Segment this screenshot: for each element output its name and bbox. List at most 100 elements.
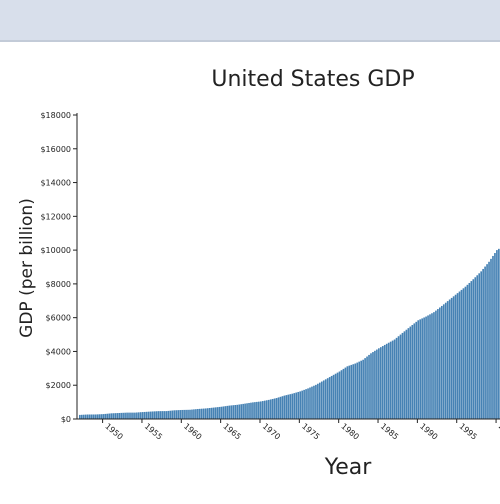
bar-1950-q1 <box>102 414 105 419</box>
bar-1997-q2 <box>474 277 477 419</box>
bar-1971-q2 <box>269 399 272 419</box>
bar-1948-q2 <box>88 414 91 419</box>
bar-1967-q3 <box>240 404 242 419</box>
bar-1992-q1 <box>433 312 435 419</box>
bars-group <box>79 248 500 419</box>
bar-1954-q3 <box>138 412 140 419</box>
bar-1979-q3 <box>334 373 337 419</box>
bar-1984-q3 <box>374 350 376 419</box>
bar-1947-q3 <box>82 414 85 419</box>
bar-1952-q4 <box>124 412 126 419</box>
bar-1962-q2 <box>199 408 201 419</box>
bar-1986-q1 <box>385 343 388 419</box>
bar-1959-q1 <box>173 410 176 419</box>
top-bar <box>0 0 500 42</box>
bar-1980-q3 <box>342 368 345 419</box>
bar-1995-q4 <box>462 288 465 419</box>
x-axis-label: Year <box>324 455 373 480</box>
bar-1976-q4 <box>313 385 315 419</box>
bar-1988-q4 <box>407 328 410 419</box>
bar-1957-q2 <box>159 411 162 419</box>
bar-1978-q1 <box>322 380 325 419</box>
bar-1950-q3 <box>106 413 109 419</box>
bar-1983-q2 <box>364 358 366 419</box>
bar-1964-q2 <box>214 407 217 419</box>
bar-1953-q3 <box>130 412 132 419</box>
bar-1952-q3 <box>122 412 124 419</box>
bar-1976-q1 <box>307 388 309 419</box>
bar-1973-q1 <box>283 395 286 419</box>
bar-1968-q2 <box>246 403 248 419</box>
bar-1959-q2 <box>175 410 178 419</box>
bar-1976-q3 <box>311 386 313 419</box>
bar-1999-q2 <box>490 258 492 419</box>
x-tick-label: 1985 <box>379 422 400 442</box>
bar-1963-q2 <box>206 408 209 419</box>
bar-1995-q2 <box>458 291 461 419</box>
bar-1974-q3 <box>295 392 298 419</box>
bar-1961-q4 <box>195 409 197 419</box>
bar-1992-q2 <box>435 310 437 419</box>
bar-1994-q4 <box>454 294 457 419</box>
bar-1987-q1 <box>393 339 396 419</box>
bar-1993-q2 <box>442 304 445 419</box>
x-tick-label: 1960 <box>182 422 203 442</box>
bar-1974-q1 <box>291 393 294 419</box>
bar-1964-q4 <box>218 406 221 419</box>
bar-1952-q1 <box>118 412 121 419</box>
gdp-bar-chart: United States GDP GDP (per billion) Year… <box>17 67 500 480</box>
bar-1951-q4 <box>116 413 119 419</box>
bar-1952-q2 <box>120 412 122 419</box>
bar-1975-q3 <box>303 389 305 419</box>
bar-1966-q4 <box>234 405 237 419</box>
bar-1981-q3 <box>350 364 353 419</box>
bar-1955-q4 <box>147 411 150 419</box>
y-tick-label: $6000 <box>46 314 71 323</box>
bar-1975-q2 <box>301 390 303 419</box>
bar-1988-q1 <box>401 332 404 419</box>
y-tick-label: $2000 <box>46 381 71 390</box>
bar-1960-q3 <box>185 409 187 419</box>
bar-1984-q1 <box>370 353 372 419</box>
bar-1976-q2 <box>309 387 311 419</box>
bar-1963-q4 <box>210 407 213 419</box>
bar-1973-q3 <box>287 394 290 419</box>
bar-1987-q4 <box>399 334 402 419</box>
x-tick-label: 1970 <box>261 422 282 442</box>
bar-1973-q2 <box>285 395 288 419</box>
bar-1993-q1 <box>440 305 443 419</box>
bar-1990-q4 <box>423 317 425 419</box>
bar-1949-q1 <box>94 414 97 419</box>
bar-1996-q3 <box>468 282 471 419</box>
bar-1953-q1 <box>126 412 128 419</box>
bar-1993-q3 <box>444 302 447 419</box>
bar-1956-q2 <box>151 411 154 419</box>
bar-1971-q3 <box>271 398 274 419</box>
bar-1968-q3 <box>248 402 250 419</box>
bar-1965-q4 <box>226 405 229 419</box>
bar-1958-q2 <box>167 410 170 419</box>
bar-1974-q4 <box>297 391 300 419</box>
bar-1958-q1 <box>165 411 168 419</box>
bar-1951-q3 <box>114 413 117 419</box>
bar-1989-q1 <box>409 326 412 419</box>
bar-1949-q2 <box>96 414 99 419</box>
bar-1981-q2 <box>348 365 351 419</box>
x-tick-label: 1975 <box>300 422 321 442</box>
bar-1980-q4 <box>344 367 347 419</box>
bar-1948-q3 <box>90 414 93 419</box>
bar-1959-q3 <box>177 410 180 419</box>
bar-1950-q4 <box>108 413 111 419</box>
y-tick-label: $10000 <box>40 246 71 255</box>
bar-1991-q4 <box>431 313 433 419</box>
bar-1995-q3 <box>460 289 463 419</box>
bar-1959-q4 <box>179 410 181 419</box>
x-tick-label: 1980 <box>339 422 360 442</box>
bar-1956-q4 <box>155 411 158 419</box>
bar-1985-q2 <box>380 347 382 419</box>
bar-1998-q4 <box>486 264 488 419</box>
bar-1985-q4 <box>383 344 386 419</box>
bar-1999-q4 <box>494 253 496 419</box>
bar-1960-q1 <box>181 409 183 419</box>
bar-1977-q1 <box>315 384 317 419</box>
